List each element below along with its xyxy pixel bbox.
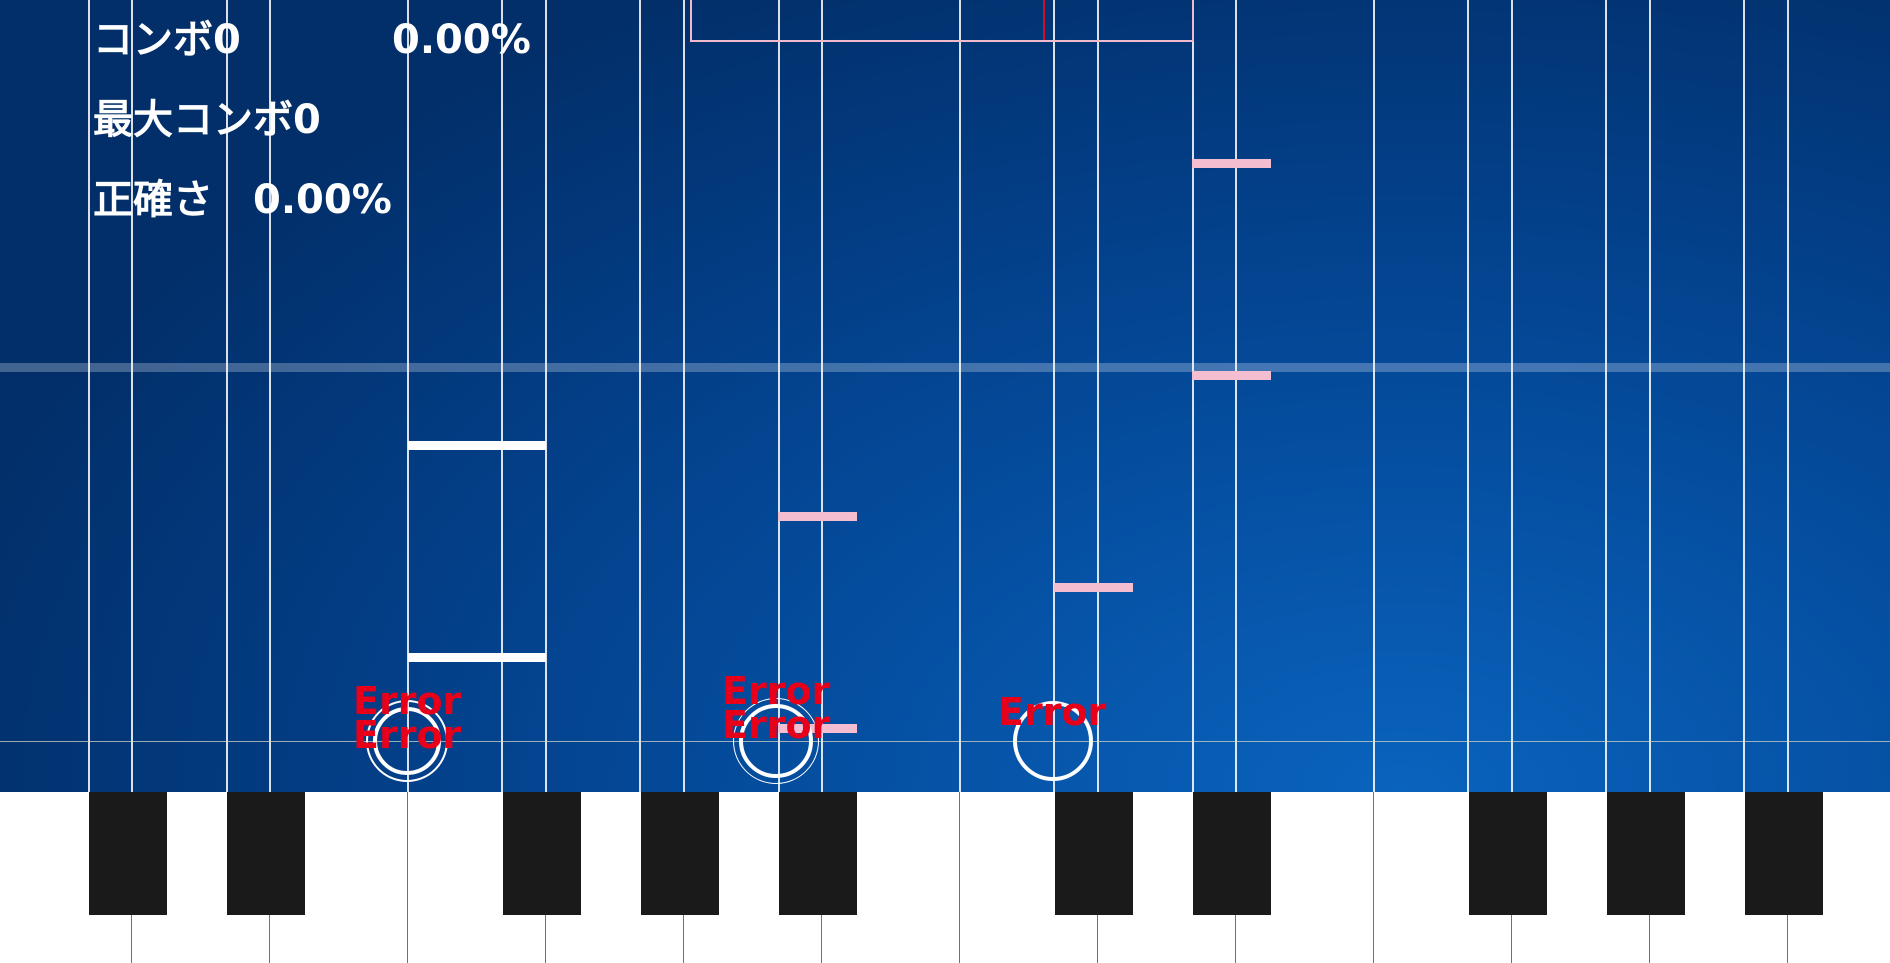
black-key[interactable] — [641, 792, 719, 915]
lane-line — [131, 0, 133, 792]
judgement-text: Error — [722, 703, 831, 747]
lane-line — [88, 0, 90, 792]
song-progress-marker — [1042, 0, 1045, 40]
black-key[interactable] — [1745, 792, 1823, 915]
black-key[interactable] — [1469, 792, 1547, 915]
black-key[interactable] — [1607, 792, 1685, 915]
lane-line — [1053, 0, 1055, 792]
black-key[interactable] — [89, 792, 167, 915]
lane-line — [1743, 0, 1745, 792]
playfield: コンボ0 0.00% 最大コンボ0 正確さ 0.00% Error Error E… — [0, 0, 1890, 792]
lane-line — [1511, 0, 1513, 792]
lane-line — [1605, 0, 1607, 792]
lane-line — [639, 0, 641, 792]
lane-line — [683, 0, 685, 792]
lane-line — [821, 0, 823, 792]
max-combo-label: 最大コンボ — [93, 97, 293, 143]
judgement-line — [0, 741, 1890, 742]
black-key[interactable] — [779, 792, 857, 915]
lane-line — [226, 0, 228, 792]
note — [778, 512, 857, 521]
hit-ring — [366, 700, 448, 782]
hit-ring — [373, 707, 441, 775]
lane-line — [407, 0, 409, 792]
score-percent: 0.00% — [392, 17, 531, 63]
lane-line — [1467, 0, 1469, 792]
white-key-divider — [959, 792, 960, 963]
hit-ring — [1013, 701, 1093, 781]
combo-display: コンボ0 — [93, 20, 241, 60]
lane-line — [1235, 0, 1237, 792]
note — [408, 653, 546, 662]
note — [408, 441, 546, 450]
hit-ring — [739, 704, 813, 778]
accuracy-value: 0.00% — [253, 177, 392, 223]
max-combo-display: 最大コンボ0 — [93, 100, 321, 140]
lane-line — [269, 0, 271, 792]
judgement-text: Error — [353, 679, 462, 723]
white-key-divider — [407, 792, 408, 963]
piano-keyboard[interactable] — [0, 792, 1890, 963]
timing-band — [0, 363, 1890, 372]
judgement-text: Error — [353, 713, 462, 757]
black-key[interactable] — [227, 792, 305, 915]
black-key[interactable] — [1055, 792, 1133, 915]
judgement-text: Error — [998, 690, 1107, 734]
accuracy-label: 正確さ — [93, 177, 213, 223]
lane-line — [778, 0, 780, 792]
lane-line — [1097, 0, 1099, 792]
lane-line — [1373, 0, 1375, 792]
note — [778, 724, 857, 733]
black-key[interactable] — [1193, 792, 1271, 915]
lane-line — [959, 0, 961, 792]
song-progress-bar — [690, 0, 1194, 42]
lane-line — [545, 0, 547, 792]
combo-label: コンボ — [93, 17, 213, 63]
lane-line — [1649, 0, 1651, 792]
white-key-divider — [1373, 792, 1374, 963]
note — [1192, 371, 1271, 380]
max-combo-value: 0 — [293, 97, 321, 143]
lane-line — [1192, 0, 1194, 792]
combo-value: 0 — [213, 17, 241, 63]
judgement-text: Error — [722, 669, 831, 713]
accuracy-display: 正確さ 0.00% — [93, 180, 392, 220]
black-key[interactable] — [503, 792, 581, 915]
note — [1192, 159, 1271, 168]
hit-ring — [733, 698, 819, 784]
note — [1054, 583, 1133, 592]
lane-line — [501, 0, 503, 792]
lane-line — [1787, 0, 1789, 792]
